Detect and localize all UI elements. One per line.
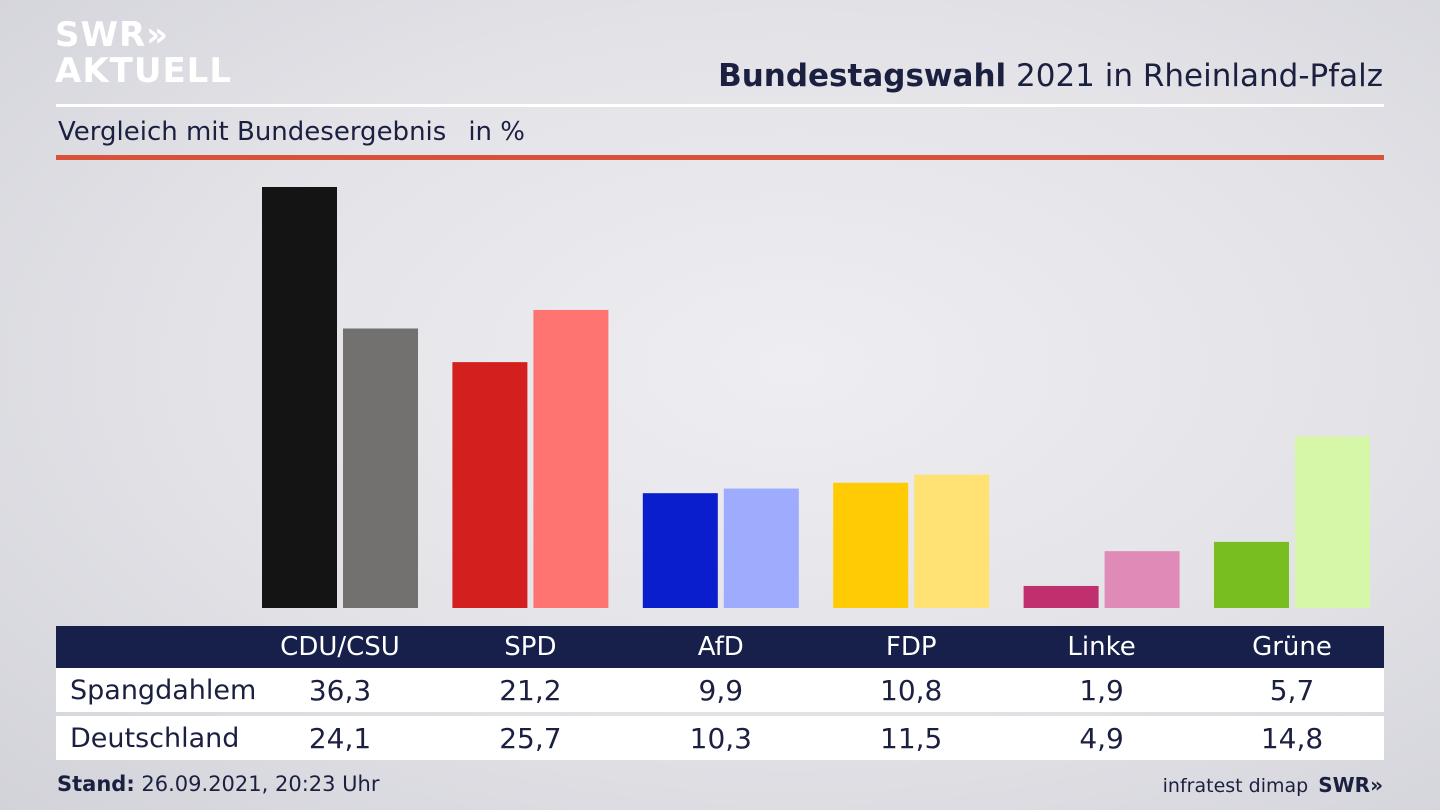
bar-spd-deutschland [533,309,609,608]
bar-gr-ne-spangdahlem [1214,541,1289,608]
value-cell: 36,3 [308,673,372,707]
bar-spd-spangdahlem [452,362,528,608]
value-cell: 11,5 [880,721,943,755]
value-cell: 10,8 [880,673,943,707]
subtitle-text: Vergleich mit Bundesergebnis [58,117,447,147]
bar-afd-deutschland [723,488,799,608]
value-cell: 5,7 [1269,673,1315,707]
bar-linke-deutschland [1104,551,1180,608]
stand-label: Stand: [57,772,135,796]
results-table: CDU/CSU SPD AfD FDP Linke Grüne Spangdahlem 3… [56,626,1384,760]
value-cell: 14,8 [1260,721,1324,755]
bar-afd-spangdahlem [642,493,718,608]
category-label: CDU/CSU [280,632,400,662]
timestamp: Stand: 26.09.2021, 20:23 Uhr [57,772,380,796]
category-label: Linke [1067,632,1136,662]
value-cell: 1,9 [1079,673,1124,707]
chart-title-bold: Bundestagswahl [718,58,1007,94]
value-cell: 21,2 [499,673,562,707]
table-row: Spangdahlem 36,3 21,2 9,9 10,8 1,9 5,7 [56,668,1384,712]
table-row: Deutschland 24,1 25,7 10,3 11,5 4,9 14,8 [56,716,1384,760]
bar-cdu-csu-deutschland [343,328,418,608]
accent-divider [56,155,1384,160]
category-label: FDP [885,632,937,662]
category-label: AfD [697,632,744,662]
source-text: infratest dimap [1162,775,1309,797]
unit-label: in % [468,117,525,147]
row-label: Deutschland [70,722,240,754]
bar-fdp-deutschland [914,474,990,608]
value-cell: 25,7 [499,721,562,755]
footer-swr-logo: SWR» [1318,773,1383,797]
value-cell: 4,9 [1079,721,1124,755]
category-label: SPD [504,632,557,662]
value-cell: 9,9 [698,673,744,707]
table-header: CDU/CSU SPD AfD FDP Linke Grüne [56,626,1384,668]
bar-cdu-csu-spangdahlem [262,187,337,608]
bar-gr-ne-deutschland [1295,436,1370,608]
value-cell: 24,1 [308,721,372,755]
bar-fdp-spangdahlem [833,482,909,608]
chart-subtitle: Vergleich mit Bundesergebnis in % [58,117,525,147]
logo-line-2: AKTUELL [55,51,233,91]
chart-title-rest: 2021 in Rheinland-Pfalz [1006,58,1383,94]
stand-value: 26.09.2021, 20:23 Uhr [134,772,380,796]
swr-aktuell-logo: SWR» AKTUELL [55,18,232,88]
chart-title: Bundestagswahl 2021 in Rheinland-Pfalz [718,58,1383,94]
bar-linke-spangdahlem [1023,585,1099,608]
value-cell: 10,3 [689,721,752,755]
category-label: Grüne [1252,632,1332,662]
logo-line-1: SWR» [55,15,170,55]
source-credit: infratest dimap SWR» [1163,773,1383,797]
header-divider [56,104,1384,107]
row-label: Spangdahlem [70,674,257,706]
